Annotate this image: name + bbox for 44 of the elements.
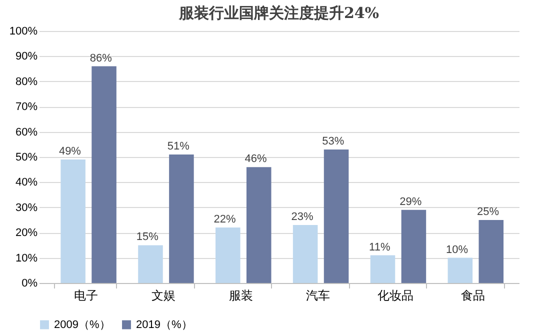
bar bbox=[401, 210, 426, 283]
data-label: 51% bbox=[167, 140, 190, 152]
data-label: 15% bbox=[136, 231, 159, 244]
data-label: 29% bbox=[400, 196, 422, 208]
data-label: 10% bbox=[446, 244, 468, 256]
data-label: 11% bbox=[369, 241, 390, 254]
x-tick-label: 电子 bbox=[74, 288, 98, 302]
bar bbox=[169, 154, 194, 283]
x-tick-label: 化妆品 bbox=[378, 288, 414, 302]
bar bbox=[478, 220, 504, 283]
y-tick-label: 20% bbox=[15, 227, 38, 240]
y-tick-label: 100% bbox=[9, 26, 38, 38]
bar bbox=[246, 167, 272, 283]
data-label: 53% bbox=[322, 135, 344, 148]
bar bbox=[138, 245, 163, 283]
bar bbox=[324, 149, 349, 283]
bar bbox=[292, 225, 318, 283]
data-label: 22% bbox=[214, 214, 236, 226]
y-tick-label: 0% bbox=[22, 278, 38, 290]
data-label: 23% bbox=[291, 211, 314, 224]
y-tick-label: 80% bbox=[15, 76, 38, 88]
chart-title: 服装行业国牌关注度提升24% bbox=[178, 4, 380, 22]
x-tick-label: 食品 bbox=[461, 288, 486, 302]
data-label: 25% bbox=[477, 206, 500, 218]
y-tick-label: 60% bbox=[15, 126, 38, 138]
bar bbox=[60, 160, 86, 283]
y-tick-label: 30% bbox=[15, 202, 38, 214]
x-tick-label: 文娱 bbox=[151, 288, 176, 302]
y-tick-label: 50% bbox=[15, 152, 38, 164]
data-label: 86% bbox=[90, 52, 112, 64]
y-tick-label: 90% bbox=[15, 50, 38, 63]
data-label: 49% bbox=[58, 146, 82, 158]
y-tick-label: 70% bbox=[15, 101, 38, 114]
bar bbox=[448, 258, 473, 283]
bar bbox=[216, 228, 240, 283]
bar bbox=[92, 66, 116, 283]
x-tick-label: 服装 bbox=[228, 288, 253, 302]
y-tick-label: 10% bbox=[15, 252, 38, 264]
legend-label: 2019（%） bbox=[136, 318, 192, 331]
legend-label: 2009（%） bbox=[54, 318, 110, 331]
y-tick-label: 40% bbox=[15, 176, 38, 189]
bar bbox=[370, 255, 396, 283]
data-label: 46% bbox=[244, 153, 267, 166]
x-tick-label: 汽车 bbox=[306, 288, 330, 302]
